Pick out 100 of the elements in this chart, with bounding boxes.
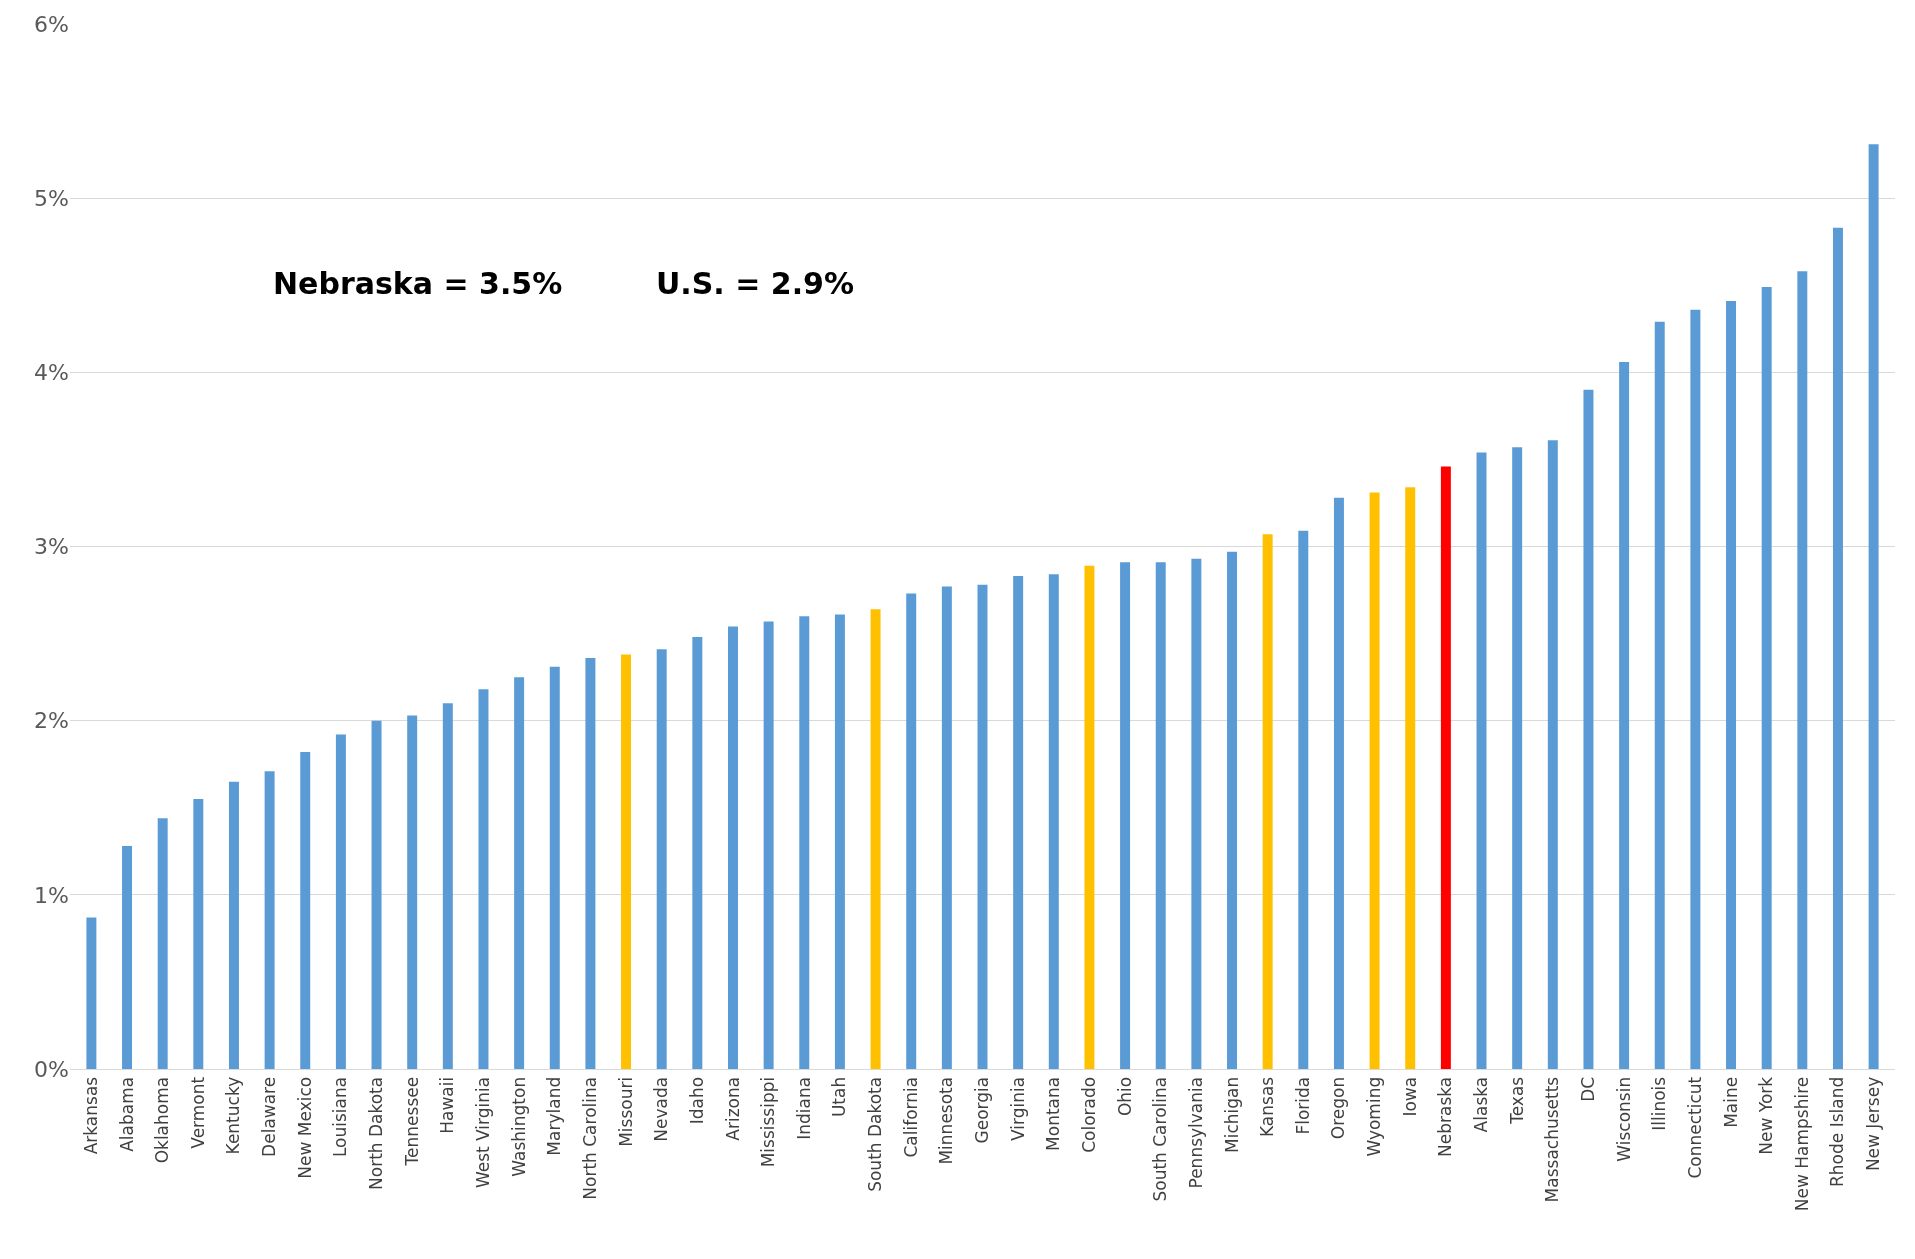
bar <box>157 818 168 1069</box>
x-tick-label: South Dakota <box>865 1076 886 1192</box>
x-tick-label: Montana <box>1043 1076 1064 1151</box>
x-tick-label: Wisconsin <box>1613 1076 1634 1162</box>
bar <box>1512 447 1523 1069</box>
bar <box>1440 466 1451 1069</box>
bar <box>1298 530 1309 1069</box>
annotation: Nebraska = 3.5% <box>273 266 563 301</box>
x-tick-label: Connecticut <box>1684 1076 1705 1179</box>
bar <box>1333 497 1344 1069</box>
bar <box>692 637 703 1069</box>
bar <box>1832 227 1843 1069</box>
x-tick-label: Nebraska <box>1435 1076 1456 1157</box>
bar <box>1191 558 1202 1069</box>
x-tick-label: DC <box>1577 1076 1598 1102</box>
bar <box>1619 361 1630 1069</box>
bar <box>335 734 346 1069</box>
x-tick-label: Mississippi <box>758 1076 779 1168</box>
bar <box>407 715 418 1069</box>
bar <box>1013 576 1024 1069</box>
x-tick-label: North Carolina <box>579 1076 600 1200</box>
bar <box>1227 551 1237 1069</box>
x-tick-label: Minnesota <box>936 1076 957 1165</box>
x-tick-label: Arkansas <box>80 1076 101 1155</box>
x-tick-label: Illinois <box>1649 1076 1670 1131</box>
x-tick-label: Oklahoma <box>152 1076 173 1164</box>
bar <box>514 677 525 1069</box>
x-tick-label: Ohio <box>1114 1076 1135 1117</box>
bar <box>1120 562 1131 1069</box>
x-tick-label: Arizona <box>722 1076 743 1141</box>
y-tick-label: 2% <box>34 708 69 734</box>
bar <box>656 649 667 1069</box>
x-tick-label: Nevada <box>651 1076 672 1142</box>
bar <box>1262 534 1273 1069</box>
bar <box>193 799 204 1069</box>
bar <box>442 703 453 1069</box>
x-tick-label: Missouri <box>615 1076 636 1147</box>
x-tick-label: Tennessee <box>401 1076 422 1167</box>
x-tick-label: Virginia <box>1007 1076 1028 1141</box>
x-tick-label: Delaware <box>259 1076 280 1157</box>
x-tick-label: Alaska <box>1471 1076 1492 1133</box>
bar <box>870 609 881 1069</box>
bar <box>122 846 133 1069</box>
bar <box>1405 487 1416 1069</box>
x-tick-label: Pennsylvania <box>1185 1076 1206 1189</box>
bar <box>1868 144 1879 1069</box>
x-tick-label: Kansas <box>1257 1076 1278 1137</box>
bar <box>478 689 489 1069</box>
x-tick-label: California <box>900 1076 921 1158</box>
x-tick-label: West Virginia <box>473 1076 494 1189</box>
x-tick-label: Florida <box>1292 1076 1313 1135</box>
y-tick-label: 1% <box>34 882 69 908</box>
bar <box>763 621 774 1069</box>
bar <box>228 781 239 1069</box>
bar <box>1726 300 1737 1069</box>
bar <box>264 771 275 1069</box>
x-tick-label: South Carolina <box>1150 1076 1171 1202</box>
bar <box>371 720 382 1069</box>
bar <box>585 657 596 1069</box>
bar <box>834 614 845 1069</box>
bar <box>1369 492 1380 1069</box>
x-tick-label: New Hampshire <box>1791 1076 1812 1212</box>
x-tick-label: Utah <box>829 1076 850 1118</box>
x-tick-label: New Mexico <box>294 1076 315 1179</box>
bar <box>300 752 311 1069</box>
x-tick-label: Texas <box>1506 1076 1527 1125</box>
bar <box>1654 321 1665 1069</box>
x-tick-label: Washington <box>508 1076 529 1177</box>
x-tick-label: Georgia <box>972 1076 993 1144</box>
y-tick-label: 6% <box>34 11 69 37</box>
y-tick-label: 3% <box>34 534 69 560</box>
x-tick-label: New Jersey <box>1863 1076 1884 1172</box>
x-tick-label: Massachusetts <box>1542 1076 1563 1203</box>
x-tick-label: Louisiana <box>330 1076 351 1158</box>
bar <box>977 584 988 1069</box>
bar <box>1084 565 1095 1069</box>
x-tick-label: Oregon <box>1328 1076 1349 1140</box>
y-tick-label: 5% <box>34 185 69 211</box>
bar <box>728 626 738 1069</box>
bar <box>1547 440 1558 1069</box>
x-tick-label: Rhode Island <box>1827 1076 1848 1188</box>
x-tick-label: Indiana <box>793 1076 814 1140</box>
bar <box>799 616 810 1069</box>
bar <box>1690 309 1701 1069</box>
bar <box>1583 389 1594 1069</box>
bar <box>86 917 97 1069</box>
bar <box>621 654 632 1069</box>
x-tick-label: Alabama <box>116 1076 137 1152</box>
y-tick-label: 0% <box>34 1056 69 1082</box>
x-tick-label: Kentucky <box>223 1076 244 1155</box>
x-tick-label: New York <box>1756 1076 1777 1155</box>
annotation: U.S. = 2.9% <box>656 266 854 301</box>
x-tick-label: Wyoming <box>1364 1076 1385 1157</box>
x-tick-label: Michigan <box>1221 1076 1242 1154</box>
bar <box>1048 574 1059 1069</box>
x-tick-label: North Dakota <box>366 1076 387 1190</box>
x-tick-label: Maryland <box>544 1076 565 1156</box>
bar <box>1155 562 1166 1069</box>
bar <box>1476 452 1487 1069</box>
x-tick-label: Idaho <box>686 1076 707 1125</box>
